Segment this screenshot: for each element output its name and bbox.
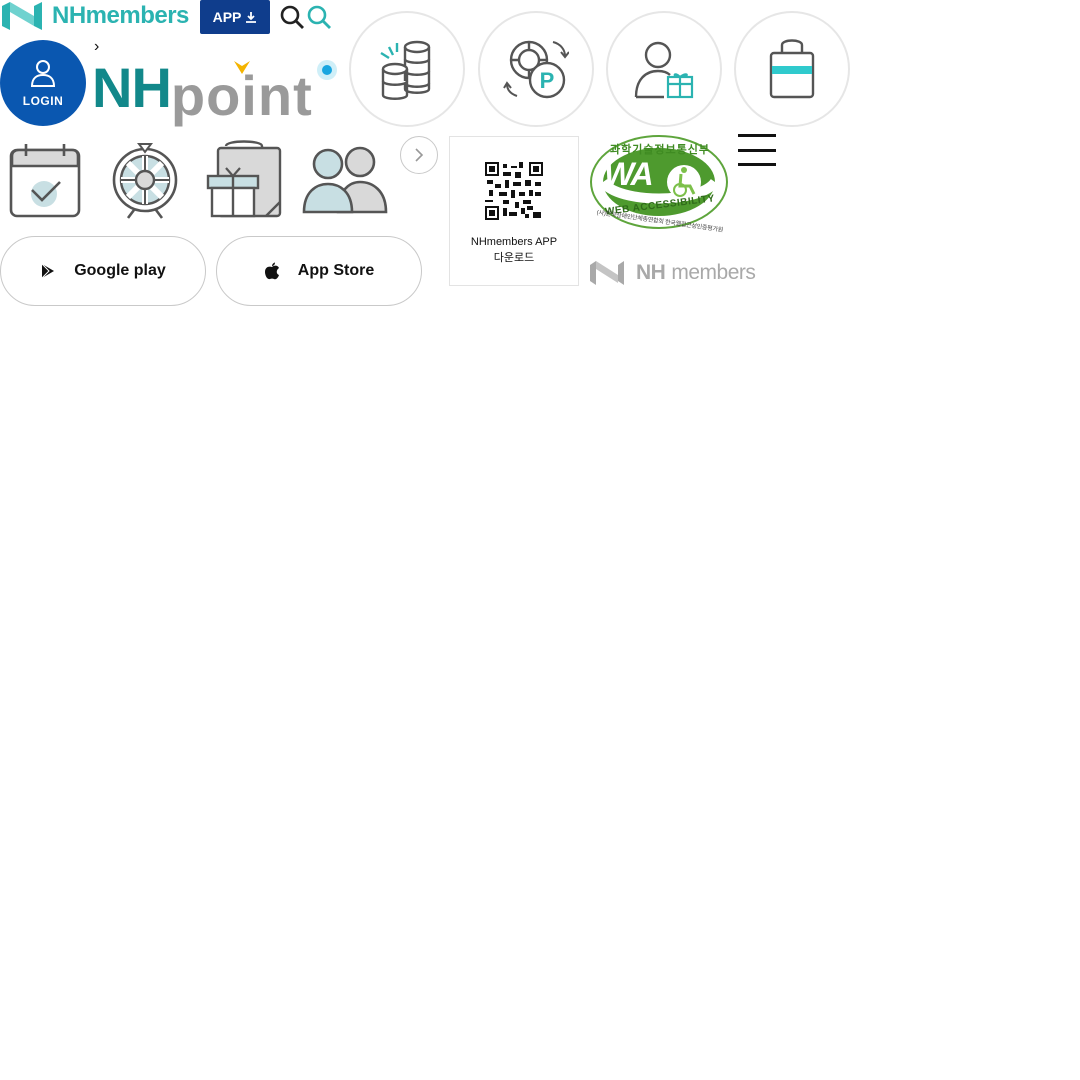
- qr-caption-line2: 다운로드: [493, 252, 535, 264]
- qr-download-box: NHmembers APP 다운로드: [449, 136, 579, 286]
- user-icon: [30, 60, 56, 87]
- square-menu-attendance[interactable]: [6, 140, 86, 220]
- hamburger-menu-icon[interactable]: [738, 134, 776, 166]
- qr-caption-line1: NHmembers APP: [470, 236, 558, 248]
- app-store-button[interactable]: App Store: [216, 236, 422, 306]
- app-button-label: APP: [212, 9, 242, 25]
- nhpoint-nh: NH: [92, 56, 172, 119]
- circle-menu-exchange[interactable]: P: [478, 11, 594, 127]
- roulette-icon: [112, 143, 178, 219]
- app-store-label: App Store: [297, 262, 375, 279]
- square-menu-friends[interactable]: [302, 140, 388, 220]
- square-menu-roulette[interactable]: [106, 140, 186, 220]
- google-play-button[interactable]: Google play: [0, 236, 206, 306]
- nh-logo-icon: [590, 261, 624, 285]
- nhmembers-logo[interactable]: NHmembers: [0, 0, 189, 32]
- google-play-label: Google play: [74, 262, 166, 279]
- download-icon: [246, 12, 257, 23]
- status-dot: [317, 60, 337, 80]
- wa-top-text: 과학기술정보통신부: [609, 144, 711, 156]
- circle-menu-member-gift[interactable]: [606, 11, 722, 127]
- search-icon[interactable]: [306, 4, 332, 30]
- nhpoint-logo[interactable]: NH point: [92, 50, 313, 126]
- gift-bag-icon: [206, 140, 282, 218]
- wa-logo-text: WA: [604, 156, 654, 192]
- people-icon: [302, 146, 388, 214]
- circle-menu-shopping[interactable]: [734, 11, 850, 127]
- login-label: LOGIN: [22, 94, 64, 108]
- footer-brand-nh: NH: [636, 261, 666, 284]
- qr-caption: NHmembers APP 다운로드: [471, 234, 557, 266]
- search-icon[interactable]: [279, 4, 305, 30]
- circle-menu-coins[interactable]: [349, 11, 465, 127]
- next-slide-button[interactable]: [400, 136, 438, 174]
- point-exchange-icon: P: [503, 40, 569, 99]
- google-play-icon: [41, 263, 55, 279]
- brand-name: NHmembers: [52, 2, 189, 29]
- chevron-right-icon: [415, 148, 424, 162]
- nhpoint-point: point: [170, 64, 313, 127]
- nhmembers-footer-logo[interactable]: NH members: [588, 258, 756, 288]
- svg-text:P: P: [540, 68, 555, 93]
- qr-code-icon: [485, 162, 543, 220]
- square-menu-giftbag[interactable]: [204, 140, 284, 220]
- calendar-check-icon: [9, 144, 81, 218]
- shopping-bag-icon: [769, 39, 815, 99]
- member-gift-icon: [634, 41, 694, 99]
- accent-mark-icon: [234, 61, 250, 74]
- apple-icon: [264, 262, 279, 280]
- coins-icon: [380, 40, 431, 100]
- nh-logo-icon: [2, 2, 42, 30]
- app-download-button[interactable]: APP: [200, 0, 270, 34]
- web-accessibility-mark: 과학기술정보통신부 WA WEB ACCESSIBILITY (사)한국장애인단…: [588, 134, 732, 234]
- chevron-right-icon: ›: [94, 38, 100, 55]
- footer-brand-members: members: [671, 261, 756, 284]
- login-button[interactable]: LOGIN: [0, 40, 86, 126]
